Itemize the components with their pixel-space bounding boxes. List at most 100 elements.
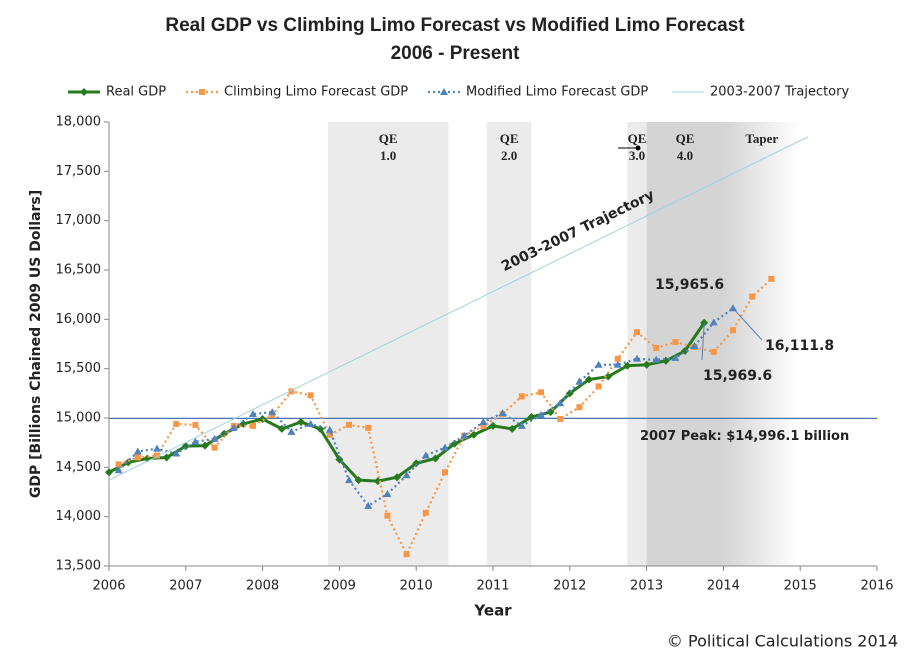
marker — [383, 489, 392, 497]
x-tick-label: 2011 — [476, 579, 509, 594]
annotation-leader — [701, 322, 705, 361]
marker — [373, 477, 382, 486]
region-label: 1.0 — [380, 148, 396, 163]
x-tick-label: 2007 — [169, 579, 202, 594]
chart-subtitle: 2006 - Present — [391, 43, 521, 64]
annotation-leader — [732, 307, 763, 341]
marker — [537, 411, 545, 419]
marker — [384, 512, 391, 519]
marker — [710, 348, 717, 355]
marker — [576, 404, 583, 411]
marker — [527, 413, 536, 422]
marker — [595, 383, 602, 390]
marker — [114, 466, 123, 474]
x-tick-label: 2009 — [323, 579, 356, 594]
marker — [346, 421, 352, 428]
shaded-region — [486, 122, 532, 566]
marker — [154, 452, 160, 459]
x-tick-label: 2014 — [707, 579, 740, 594]
region-label: QE — [500, 131, 519, 146]
marker — [508, 424, 517, 433]
marker — [556, 399, 565, 407]
marker — [450, 439, 459, 448]
marker — [325, 425, 334, 433]
x-tick-label: 2012 — [553, 579, 586, 594]
marker — [173, 420, 180, 427]
marker — [442, 469, 448, 476]
marker — [690, 341, 699, 349]
marker — [421, 451, 430, 459]
marker — [623, 361, 632, 370]
y-tick-label: 14,500 — [56, 460, 102, 475]
x-tick-label: 2008 — [246, 579, 279, 594]
region-label: QE — [628, 131, 647, 146]
y-tick-label: 17,500 — [56, 164, 102, 179]
marker — [287, 427, 296, 435]
marker — [440, 88, 448, 95]
marker — [652, 355, 661, 363]
marker — [575, 377, 584, 385]
marker — [585, 375, 593, 384]
x-tick-label: 2006 — [92, 579, 125, 594]
y-tick-label: 15,000 — [56, 411, 102, 426]
marker — [80, 88, 88, 96]
marker — [210, 434, 219, 442]
y-tick-label: 15,500 — [56, 361, 102, 376]
x-tick-label: 2016 — [860, 579, 893, 594]
y-tick-label: 18,000 — [56, 115, 102, 130]
x-axis-label: Year — [473, 602, 512, 620]
region-label: QE — [379, 131, 398, 146]
marker — [614, 355, 621, 362]
marker — [604, 372, 613, 381]
legend-label: Real GDP — [106, 85, 166, 100]
marker — [709, 318, 718, 326]
x-tick-label: 2013 — [630, 579, 663, 594]
series-line — [108, 136, 809, 481]
marker — [345, 476, 353, 484]
shaded-region — [627, 122, 647, 566]
marker — [364, 501, 373, 509]
region-label: Taper — [745, 131, 778, 146]
marker — [199, 89, 205, 95]
marker — [613, 360, 622, 368]
series-line — [117, 307, 734, 508]
marker — [642, 360, 651, 369]
marker — [489, 421, 497, 430]
annotation: 15,969.6 — [703, 368, 772, 384]
y-tick-label: 16,000 — [56, 312, 102, 327]
marker — [326, 431, 333, 438]
marker — [162, 453, 171, 462]
marker — [460, 431, 469, 439]
marker — [191, 437, 200, 445]
reference-label: 2007 Peak: $14,996.1 billion — [640, 429, 849, 444]
marker — [518, 393, 525, 400]
marker — [249, 410, 257, 418]
annotation: 15,965.6 — [655, 277, 724, 293]
region-label: 4.0 — [677, 148, 693, 163]
marker — [268, 408, 277, 416]
marker — [393, 473, 401, 482]
marker — [172, 449, 181, 457]
marker — [277, 424, 286, 433]
shaded-region — [327, 122, 449, 566]
marker — [422, 509, 429, 516]
legend-label: Modified Limo Forecast GDP — [466, 85, 648, 100]
marker — [229, 423, 238, 431]
marker — [403, 551, 410, 558]
marker — [288, 388, 295, 395]
marker — [517, 421, 526, 429]
marker — [354, 476, 363, 485]
marker — [316, 424, 325, 433]
marker — [653, 344, 660, 351]
marker — [594, 360, 603, 368]
marker — [431, 454, 440, 463]
y-tick-label: 14,000 — [56, 509, 102, 524]
region-label: 3.0 — [629, 148, 645, 163]
marker — [250, 422, 256, 429]
legend-label: 2003-2007 Trajectory — [710, 85, 849, 100]
shaded-region — [723, 122, 801, 566]
marker — [672, 339, 679, 346]
marker — [412, 459, 421, 468]
marker — [557, 415, 564, 422]
